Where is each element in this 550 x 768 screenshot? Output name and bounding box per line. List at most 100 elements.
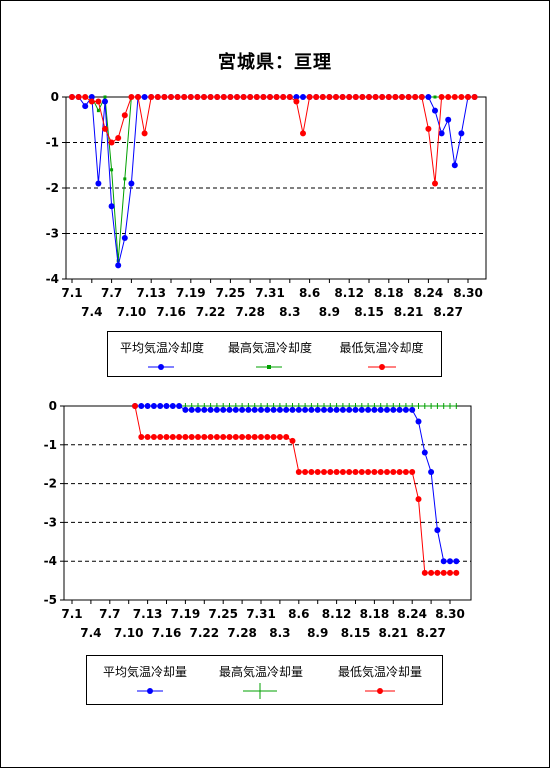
- data-point-avg: [283, 406, 290, 413]
- data-point-min: [95, 98, 102, 105]
- data-point-avg: [402, 406, 409, 413]
- data-point-avg: [293, 94, 300, 100]
- data-point-avg: [176, 403, 183, 409]
- data-point-min: [352, 94, 359, 100]
- data-point-avg: [458, 130, 465, 137]
- data-point-avg: [432, 107, 438, 114]
- data-point-avg: [276, 406, 283, 413]
- data-point-min: [308, 468, 315, 475]
- data-point-avg: [428, 468, 435, 475]
- x-tick-label: 8.21: [378, 626, 408, 640]
- data-point-min: [280, 94, 287, 100]
- legend-cooling-amount: 平均気温冷却量 最高気温冷却量 最低気温冷却量: [86, 655, 443, 705]
- data-point-min: [453, 569, 460, 576]
- legend-marker-blue-circle: [87, 680, 203, 702]
- legend-item-min-degree: 最低気温冷却度: [324, 332, 439, 378]
- legend-marker-green-plus: [203, 680, 319, 702]
- series-line-avg: [135, 405, 457, 562]
- data-point-min: [201, 94, 207, 100]
- data-point-min: [220, 434, 227, 441]
- data-point-avg: [144, 403, 151, 409]
- data-point-min: [253, 94, 260, 100]
- legend-marker-red-circle: [324, 356, 439, 378]
- data-point-min: [115, 134, 122, 141]
- y-tick-label: -1: [44, 438, 57, 452]
- data-point-min: [148, 94, 155, 100]
- data-point-min: [314, 468, 321, 475]
- data-point-min: [428, 569, 435, 576]
- data-point-avg: [302, 406, 309, 413]
- x-tick-label: 7.16: [156, 305, 186, 319]
- data-point-min: [302, 468, 309, 475]
- data-point-avg: [207, 406, 214, 413]
- x-tick-label: 7.25: [216, 286, 246, 300]
- x-tick-label: 7.1: [61, 286, 82, 300]
- legend-label: 最低気温冷却量: [337, 665, 422, 679]
- x-tick-label: 7.22: [189, 626, 219, 640]
- data-point-min: [326, 94, 333, 100]
- data-point-min: [187, 94, 194, 100]
- data-point-avg: [289, 406, 296, 413]
- legend-label: 平均気温冷却量: [102, 665, 187, 679]
- data-point-avg: [390, 406, 397, 413]
- data-point-avg: [396, 406, 403, 413]
- data-point-avg: [440, 558, 447, 565]
- y-tick-label: -1: [46, 136, 59, 150]
- data-point-min: [319, 94, 326, 100]
- data-point-avg: [295, 406, 302, 413]
- legend-cooling-degree: 平均気温冷却度 最高気温冷却度 最低気温冷却度: [107, 331, 442, 377]
- x-tick-label: 8.15: [354, 305, 384, 319]
- data-point-avg: [245, 406, 252, 413]
- legend-item-min-amount: 最低気温冷却量: [319, 656, 441, 702]
- legend-marker-blue-circle: [108, 356, 216, 378]
- data-point-avg: [258, 406, 264, 413]
- data-point-avg: [95, 180, 102, 187]
- data-point-avg: [138, 403, 145, 409]
- data-point-min: [264, 434, 271, 441]
- x-tick-label: 7.13: [136, 286, 166, 300]
- x-tick-label: 7.31: [255, 286, 285, 300]
- data-point-min: [306, 94, 313, 100]
- data-point-min: [267, 94, 273, 100]
- data-point-min: [226, 434, 233, 441]
- data-point-avg: [264, 406, 271, 413]
- data-point-avg: [377, 406, 384, 413]
- data-point-min: [245, 434, 252, 441]
- y-tick-label: -5: [44, 593, 57, 607]
- data-point-max: [116, 259, 120, 263]
- data-point-min: [157, 434, 164, 441]
- x-tick-label: 7.13: [133, 607, 163, 621]
- data-point-avg: [425, 94, 432, 100]
- data-point-min: [293, 98, 300, 105]
- data-point-min: [75, 94, 82, 100]
- y-tick-label: 0: [51, 90, 59, 104]
- x-tick-label: 7.19: [171, 607, 201, 621]
- x-tick-label: 7.10: [114, 626, 144, 640]
- data-point-min: [207, 434, 214, 441]
- data-point-max: [110, 168, 114, 172]
- x-tick-label: 8.21: [394, 305, 424, 319]
- legend-marker-green-square: [216, 356, 324, 378]
- data-point-min: [108, 139, 115, 146]
- x-tick-label: 8.27: [433, 305, 463, 319]
- data-point-avg: [163, 403, 170, 409]
- x-tick-label: 8.27: [416, 626, 446, 640]
- data-point-min: [181, 94, 188, 100]
- data-point-min: [161, 94, 168, 100]
- x-tick-label: 8.18: [360, 607, 390, 621]
- data-point-max: [96, 109, 100, 113]
- data-point-avg: [445, 116, 452, 123]
- y-tick-label: -2: [46, 181, 59, 195]
- data-point-min: [384, 468, 390, 475]
- data-point-min: [214, 94, 221, 100]
- data-point-min: [283, 434, 290, 441]
- data-point-min: [352, 468, 359, 475]
- data-point-min: [234, 94, 240, 100]
- y-tick-label: 0: [49, 399, 57, 413]
- data-point-avg: [314, 406, 321, 413]
- data-point-min: [434, 569, 441, 576]
- data-point-avg: [415, 418, 422, 425]
- data-point-min: [425, 125, 432, 132]
- legend-label: 平均気温冷却度: [119, 341, 204, 355]
- data-point-min: [154, 94, 161, 100]
